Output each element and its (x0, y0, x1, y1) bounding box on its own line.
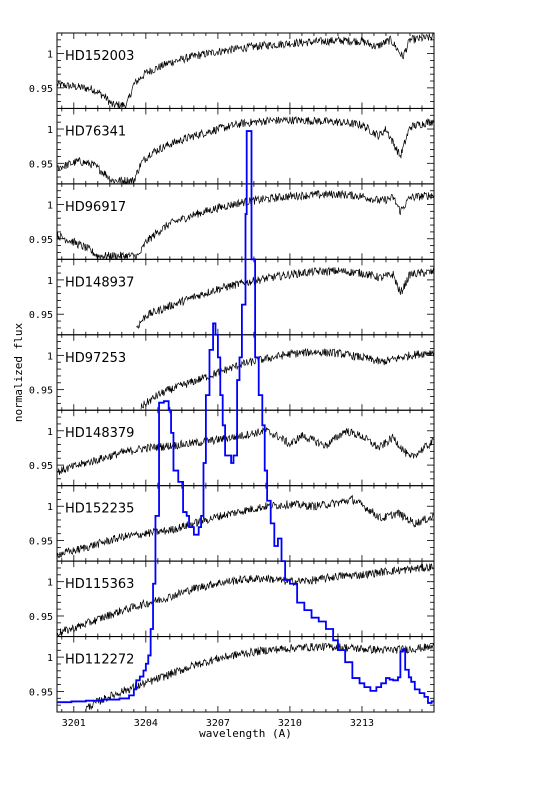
spectrum-line (57, 116, 434, 184)
x-axis: 3201 3204 3207 3210 3213 (62, 718, 374, 729)
panel-label: HD152235 (65, 502, 134, 517)
panel-hd96917: 1 0.95 HD96917 (29, 183, 435, 260)
panel-hd152235: 1 0.95 HD152235 (29, 485, 435, 562)
panel-frame (56, 636, 435, 713)
y-tick-label: 1 (47, 502, 53, 513)
y-tick-label: 0.95 (29, 159, 53, 170)
spectrum-line (140, 348, 434, 410)
blue-overlay-spectrum (57, 130, 434, 704)
spectrum-line (57, 189, 434, 260)
spectrum-line (85, 642, 434, 712)
x-tick-label: 3213 (350, 718, 374, 729)
y-tick-label: 1 (47, 276, 53, 287)
y-tick-label: 1 (47, 125, 53, 136)
panel-hd115363: 1 0.95 HD115363 (29, 560, 435, 638)
y-tick-label: 1 (47, 653, 53, 664)
x-tick-label: 3201 (62, 718, 86, 729)
spectrum-line (57, 494, 434, 559)
panel-hd152003: 1 0.95 HD152003 (29, 32, 435, 109)
spectrum-line (136, 266, 434, 329)
y-tick-label: 0.95 (29, 310, 53, 321)
panel-label: HD152003 (65, 49, 134, 64)
panel-label: HD115363 (65, 577, 134, 592)
panel-label: HD76341 (65, 124, 126, 139)
y-tick-label: 1 (47, 351, 53, 362)
panel-label: HD96917 (65, 200, 126, 215)
y-tick-label: 0.95 (29, 461, 53, 472)
y-tick-label: 0.95 (29, 537, 53, 548)
panel-frame (56, 485, 435, 562)
y-axis-title: normalized flux (12, 322, 25, 422)
y-tick-label: 0.95 (29, 386, 53, 397)
y-tick-label: 0.95 (29, 84, 53, 95)
y-tick-label: 1 (47, 578, 53, 589)
spectrum-line (57, 426, 434, 476)
overlay-line (57, 130, 434, 704)
panel-label: HD148379 (65, 426, 134, 441)
x-tick-label: 3210 (278, 718, 302, 729)
panel-hd112272: 1 0.95 HD112272 (29, 636, 435, 713)
panel-hd148937: 1 0.95 HD148937 (29, 258, 435, 336)
y-tick-label: 0.95 (29, 235, 53, 246)
spectrum-line (57, 33, 434, 109)
y-tick-label: 1 (47, 427, 53, 438)
y-tick-label: 1 (47, 200, 53, 211)
x-tick-label: 3207 (206, 718, 230, 729)
panel-hd97253: 1 0.95 HD97253 (29, 334, 435, 411)
x-tick-label: 3204 (134, 718, 158, 729)
panel-frame (56, 334, 435, 411)
spectrum-line (57, 563, 434, 637)
panel-label: HD112272 (65, 653, 134, 668)
y-tick-label: 0.95 (29, 612, 53, 623)
panel-frame (56, 107, 435, 185)
x-axis-title: wavelength (A) (199, 727, 292, 740)
panel-hd148379: 1 0.95 HD148379 (29, 409, 435, 487)
y-tick-label: 1 (47, 50, 53, 61)
panel-hd76341: 1 0.95 HD76341 (29, 107, 435, 185)
panel-label: HD148937 (65, 275, 134, 290)
spectrum-panels: 1 0.95 HD152003 1 0.95 HD76341 1 0.95 HD96917 1 0.… (29, 32, 435, 713)
panel-label: HD97253 (65, 351, 126, 366)
y-tick-label: 0.95 (29, 687, 53, 698)
